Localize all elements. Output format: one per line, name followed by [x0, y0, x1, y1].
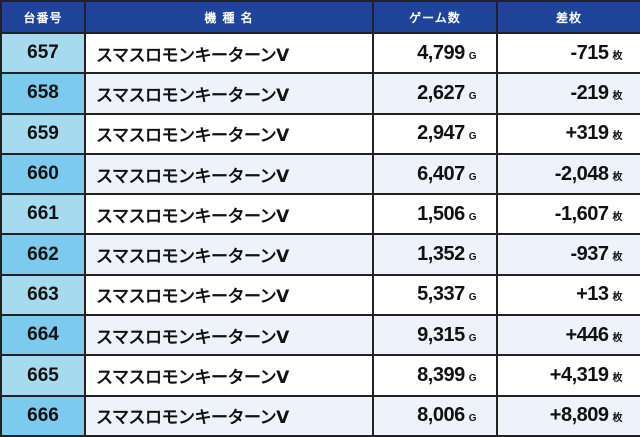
diff-value: +4,319: [549, 364, 609, 387]
machine-number: 662: [0, 233, 86, 276]
diff-cell: +13 枚: [496, 273, 640, 317]
diff-unit: 枚: [612, 131, 623, 143]
diff-cell: -1,607 枚: [496, 193, 640, 236]
diff-unit: 枚: [612, 252, 623, 264]
model-name: スマスロモンキーターンV: [84, 72, 374, 115]
games-unit: G: [468, 131, 477, 143]
model-name: スマスロモンキーターンV: [84, 233, 374, 276]
machine-number: 665: [0, 354, 86, 397]
diff-cell: +319 枚: [496, 112, 640, 155]
games-cell: 8,399 G: [372, 354, 498, 397]
diff-value: -2,048: [554, 162, 609, 185]
header-games: ゲーム数: [372, 0, 498, 34]
model-name: スマスロモンキーターンV: [84, 394, 374, 437]
header-diff: 差枚: [496, 0, 640, 34]
games-unit: G: [468, 171, 477, 183]
machine-number: 663: [0, 273, 86, 317]
diff-value: -715: [570, 41, 609, 64]
diff-value: +8,809: [549, 404, 609, 427]
games-value: 6,407: [417, 162, 465, 185]
games-unit: G: [468, 413, 477, 425]
games-unit: G: [468, 332, 477, 344]
table-row: 664 スマスロモンキーターンV 9,315 G +446 枚: [0, 314, 640, 357]
diff-value: -1,607: [554, 202, 609, 225]
diff-cell: +4,319 枚: [496, 354, 640, 397]
model-name: スマスロモンキーターンV: [84, 314, 374, 357]
diff-cell: -219 枚: [496, 72, 640, 115]
diff-cell: -715 枚: [496, 31, 640, 75]
diff-cell: +8,809 枚: [496, 394, 640, 437]
diff-unit: 枚: [612, 50, 623, 62]
diff-value: +319: [565, 122, 609, 145]
diff-unit: 枚: [612, 90, 623, 102]
diff-value: -937: [570, 243, 609, 266]
games-value: 5,337: [417, 283, 465, 306]
games-cell: 5,337 G: [372, 273, 498, 317]
table-row: 657 スマスロモンキーターンV 4,799 G -715 枚: [0, 31, 640, 75]
model-name: スマスロモンキーターンV: [84, 152, 374, 196]
diff-unit: 枚: [612, 171, 623, 183]
diff-cell: -2,048 枚: [496, 152, 640, 196]
model-name: スマスロモンキーターンV: [84, 112, 374, 155]
games-value: 8,006: [417, 404, 465, 427]
games-unit: G: [468, 252, 477, 264]
games-unit: G: [468, 292, 477, 304]
games-value: 1,352: [417, 243, 465, 266]
games-value: 8,399: [417, 364, 465, 387]
games-unit: G: [468, 50, 477, 62]
games-cell: 2,627 G: [372, 72, 498, 115]
games-unit: G: [468, 373, 477, 385]
model-name: スマスロモンキーターンV: [84, 31, 374, 75]
games-value: 1,506: [417, 202, 465, 225]
games-cell: 8,006 G: [372, 394, 498, 437]
games-unit: G: [468, 90, 477, 102]
games-unit: G: [468, 211, 477, 223]
games-value: 2,627: [417, 81, 465, 104]
diff-cell: +446 枚: [496, 314, 640, 357]
machine-number: 666: [0, 394, 86, 437]
games-value: 4,799: [417, 41, 465, 64]
diff-unit: 枚: [612, 292, 623, 304]
diff-unit: 枚: [612, 211, 623, 223]
machine-number: 658: [0, 72, 86, 115]
games-cell: 9,315 G: [372, 314, 498, 357]
diff-unit: 枚: [612, 332, 623, 344]
header-model: 機 種 名: [84, 0, 374, 34]
table-row: 662 スマスロモンキーターンV 1,352 G -937 枚: [0, 233, 640, 276]
games-cell: 6,407 G: [372, 152, 498, 196]
games-cell: 2,947 G: [372, 112, 498, 155]
model-name: スマスロモンキーターンV: [84, 354, 374, 397]
machine-number: 657: [0, 31, 86, 75]
diff-value: -219: [570, 81, 609, 104]
diff-unit: 枚: [612, 373, 623, 385]
diff-cell: -937 枚: [496, 233, 640, 276]
table-row: 663 スマスロモンキーターンV 5,337 G +13 枚: [0, 273, 640, 317]
games-value: 9,315: [417, 323, 465, 346]
games-cell: 1,506 G: [372, 193, 498, 236]
machine-number: 661: [0, 193, 86, 236]
table-row: 666 スマスロモンキーターンV 8,006 G +8,809 枚: [0, 394, 640, 437]
machine-number: 660: [0, 152, 86, 196]
table-row: 660 スマスロモンキーターンV 6,407 G -2,048 枚: [0, 152, 640, 196]
header-row: 台番号 機 種 名 ゲーム数 差枚: [0, 0, 640, 34]
header-machine-no: 台番号: [0, 0, 86, 34]
table-row: 659 スマスロモンキーターンV 2,947 G +319 枚: [0, 112, 640, 155]
machine-number: 659: [0, 112, 86, 155]
model-name: スマスロモンキーターンV: [84, 193, 374, 236]
table-row: 665 スマスロモンキーターンV 8,399 G +4,319 枚: [0, 354, 640, 397]
table-row: 658 スマスロモンキーターンV 2,627 G -219 枚: [0, 72, 640, 115]
table-row: 661 スマスロモンキーターンV 1,506 G -1,607 枚: [0, 193, 640, 236]
machine-number: 664: [0, 314, 86, 357]
diff-value: +446: [565, 323, 609, 346]
model-name: スマスロモンキーターンV: [84, 273, 374, 317]
diff-value: +13: [576, 283, 609, 306]
games-value: 2,947: [417, 122, 465, 145]
games-cell: 4,799 G: [372, 31, 498, 75]
games-cell: 1,352 G: [372, 233, 498, 276]
diff-unit: 枚: [612, 413, 623, 425]
